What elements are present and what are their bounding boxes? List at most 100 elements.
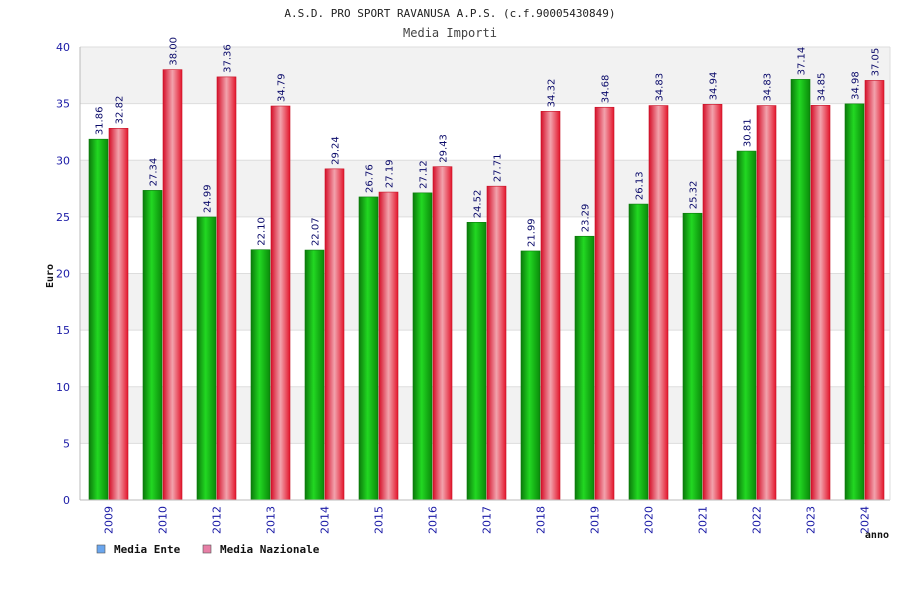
bar-media-ente: [790, 79, 811, 501]
x-tick-label: 2017: [481, 506, 494, 534]
x-tick-label: 2014: [319, 506, 332, 534]
bar-media-nazionale: [378, 191, 399, 501]
value-label: 30.81: [743, 118, 754, 147]
bar-media-nazionale: [864, 80, 885, 501]
y-tick-label: 35: [56, 98, 70, 111]
value-label: 27.71: [493, 154, 504, 183]
bar-media-ente: [88, 138, 109, 501]
value-label: 34.83: [655, 73, 666, 102]
value-label: 21.99: [527, 218, 538, 247]
bar-media-nazionale: [810, 105, 831, 501]
chart-title: A.S.D. PRO SPORT RAVANUSA A.P.S. (c.f.90…: [284, 7, 615, 20]
x-tick-label: 2021: [697, 506, 710, 534]
x-tick-label: 2020: [643, 506, 656, 534]
x-tick-label: 2015: [373, 506, 386, 534]
axes: [79, 47, 891, 501]
plot-band: [80, 47, 890, 104]
legend-label: Media Nazionale: [220, 543, 320, 556]
value-label: 26.13: [635, 171, 646, 200]
value-label: 34.98: [851, 71, 862, 100]
x-tick-label: 2019: [589, 506, 602, 534]
y-tick-label: 20: [56, 268, 70, 281]
legend-swatch: [202, 544, 212, 554]
x-tick-label: 2013: [265, 506, 278, 534]
bar-media-ente: [466, 222, 487, 501]
value-label: 27.12: [419, 160, 430, 189]
legend-swatch: [96, 544, 106, 554]
x-tick-label: 2023: [805, 506, 818, 534]
value-label: 26.76: [365, 164, 376, 193]
bar-media-nazionale: [702, 104, 723, 501]
bar-media-nazionale: [540, 111, 561, 501]
chart-subtitle: Media Importi: [403, 26, 497, 40]
value-label: 34.85: [817, 73, 828, 102]
value-label: 31.86: [95, 107, 106, 136]
value-label: 34.68: [601, 75, 612, 104]
value-label: 37.14: [797, 47, 808, 76]
bar-media-ente: [358, 196, 379, 501]
bar-media-ente: [628, 203, 649, 501]
bar-media-nazionale: [270, 105, 291, 501]
y-tick-label: 5: [63, 437, 70, 450]
value-label: 27.19: [385, 159, 396, 188]
bar-media-nazionale: [648, 105, 669, 501]
x-tick-label: 2016: [427, 506, 440, 534]
y-tick-label: 30: [56, 154, 70, 167]
bar-media-nazionale: [594, 106, 615, 501]
bar-media-nazionale: [162, 69, 183, 501]
value-label: 37.36: [223, 44, 234, 73]
value-label: 34.32: [547, 79, 558, 108]
value-label: 24.52: [473, 190, 484, 219]
bar-media-nazionale: [432, 166, 453, 501]
bar-media-nazionale: [108, 128, 129, 501]
bar-media-nazionale: [756, 105, 777, 501]
x-tick-label: 2010: [157, 506, 170, 534]
y-tick-label: 40: [56, 41, 70, 54]
bars: [88, 69, 885, 501]
x-tick-label: 2009: [103, 506, 116, 534]
legend-label: Media Ente: [114, 543, 181, 556]
bar-media-nazionale: [486, 185, 507, 501]
bar-media-nazionale: [324, 168, 345, 501]
value-label: 23.29: [581, 204, 592, 233]
legend: Media Ente Media Nazionale: [96, 543, 320, 556]
bar-media-ente: [412, 192, 433, 501]
value-label: 27.34: [149, 158, 160, 187]
value-label: 29.24: [331, 136, 342, 165]
x-tick-labels: 2009 2010 2012 2013 2014 2015 2016 2017 2018 2019…: [103, 506, 872, 534]
value-label: 25.32: [689, 181, 700, 210]
value-labels: 31.86 32.82 27.34 38.00 24.99 37.36 22.10 34.79…: [95, 37, 882, 247]
bar-media-ente: [196, 216, 217, 501]
bar-media-ente: [574, 235, 595, 501]
y-axis-title: Euro: [45, 264, 56, 288]
value-label: 34.83: [763, 73, 774, 102]
value-label: 34.94: [709, 72, 720, 101]
bar-media-ente: [682, 212, 703, 501]
bar-media-ente: [250, 249, 271, 501]
y-tick-label: 15: [56, 324, 70, 337]
bar-media-nazionale: [216, 76, 237, 501]
bar-media-ente: [142, 190, 163, 501]
bar-media-ente: [520, 250, 541, 501]
value-label: 22.07: [311, 217, 322, 246]
value-label: 34.79: [277, 73, 288, 102]
y-tick-label: 10: [56, 381, 70, 394]
value-label: 29.43: [439, 134, 450, 163]
x-axis-title: anno: [865, 530, 889, 541]
value-label: 37.05: [871, 48, 882, 77]
value-label: 22.10: [257, 217, 268, 246]
value-label: 38.00: [169, 37, 180, 66]
value-label: 32.82: [115, 96, 126, 125]
y-tick-labels: 0 5 10 15 20 25 30 35 40: [56, 41, 70, 507]
bar-media-ente: [304, 249, 325, 501]
y-tick-label: 0: [63, 494, 70, 507]
x-tick-label: 2024: [859, 506, 872, 534]
x-tick-label: 2018: [535, 506, 548, 534]
x-tick-label: 2022: [751, 506, 764, 534]
y-tick-label: 25: [56, 211, 70, 224]
x-tick-label: 2012: [211, 506, 224, 534]
bar-media-ente: [844, 103, 865, 501]
value-label: 24.99: [203, 184, 214, 213]
bar-media-ente: [736, 150, 757, 501]
